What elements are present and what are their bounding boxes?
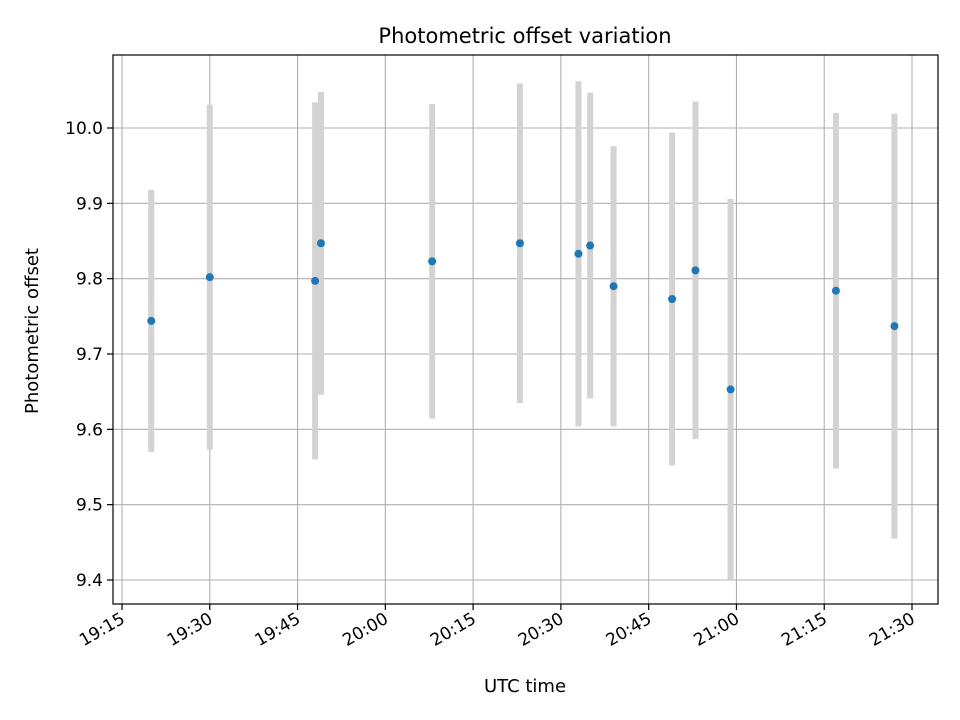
axes-frame (112, 54, 939, 605)
data-point (515, 239, 524, 248)
data-point (147, 316, 156, 325)
x-tick-label: 21:15 (778, 609, 830, 651)
y-tick-label: 9.5 (76, 496, 103, 516)
y-axis-label: Photometric offset (22, 248, 43, 414)
x-tick-label: 19:45 (252, 609, 304, 651)
x-tick-label: 20:45 (603, 609, 655, 651)
x-tick-label: 20:00 (339, 609, 391, 651)
data-point (574, 249, 583, 258)
data-points (147, 239, 899, 394)
y-tick-label: 9.9 (76, 194, 103, 214)
y-tick-label: 10.0 (65, 119, 103, 139)
x-tick-label: 20:15 (427, 609, 479, 651)
y-tick-label: 9.4 (76, 571, 103, 591)
y-tick-label: 9.7 (76, 345, 103, 365)
data-point (205, 273, 214, 282)
data-point (668, 295, 677, 304)
data-point (726, 385, 735, 394)
data-point (691, 266, 700, 275)
chart-title: Photometric offset variation (378, 24, 671, 48)
data-point (890, 322, 899, 331)
y-tick-label: 9.6 (76, 420, 103, 440)
data-point (586, 241, 595, 250)
data-point (428, 257, 437, 266)
x-tick-label: 21:30 (866, 609, 918, 651)
x-tick-label: 19:15 (76, 609, 128, 651)
y-tick-label: 9.8 (76, 270, 103, 290)
x-tick-label: 21:00 (691, 609, 743, 651)
x-tick-label: 19:30 (164, 609, 216, 651)
x-tick-label: 20:30 (515, 609, 567, 651)
x-axis-label: UTC time (484, 676, 566, 697)
data-point (316, 239, 325, 248)
data-point (831, 286, 840, 295)
data-point (609, 282, 618, 291)
data-point (311, 276, 320, 285)
axis-ticks: 19:15 19:30 19:45 20:00 20:15 20:30 20:45 21:00… (65, 119, 918, 651)
grid-lines (113, 55, 938, 604)
